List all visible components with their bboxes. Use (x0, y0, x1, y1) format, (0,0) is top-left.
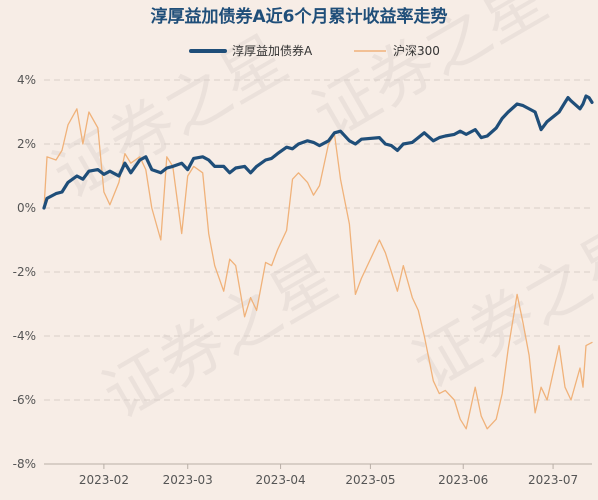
y-tick-label: 2% (17, 137, 36, 151)
x-axis-ticks: 2023-02 2023-03 2023-04 2023-05 2023-06 2023-… (44, 463, 592, 487)
y-tick-label: 4% (17, 73, 36, 87)
chart-title: 淳厚益加债券A近6个月累计收益率走势 (151, 6, 448, 27)
series-line-0 (42, 94, 594, 210)
x-tick-label: 2023-04 (255, 473, 305, 487)
y-tick-label: -8% (13, 457, 36, 471)
x-tick-label: 2023-07 (528, 473, 578, 487)
legend-label-series-1: 沪深300 (393, 44, 440, 58)
series-line-1 (43, 108, 593, 430)
y-tick-label: -4% (13, 329, 36, 343)
x-tick-label: 2023-03 (163, 473, 213, 487)
y-tick-label: -2% (13, 265, 36, 279)
y-tick-label: -6% (13, 393, 36, 407)
x-tick-label: 2023-05 (345, 473, 395, 487)
x-tick-label: 2023-02 (79, 473, 129, 487)
legend: 淳厚益加债券A 沪深300 (189, 43, 440, 58)
x-tick-label: 2023-06 (438, 473, 488, 487)
watermark-text: 证券之星 (91, 242, 350, 434)
y-tick-label: 0% (17, 201, 36, 215)
series-lines (42, 94, 594, 430)
y-axis-ticks: 4% 2% 0% -2% -4% -6% -8% (13, 73, 36, 471)
watermark: 证券之星证券之星证券之星证券之星 (41, 0, 598, 434)
watermark-text: 证券之星 (401, 212, 598, 404)
legend-label-series-0: 淳厚益加债券A (232, 43, 313, 58)
